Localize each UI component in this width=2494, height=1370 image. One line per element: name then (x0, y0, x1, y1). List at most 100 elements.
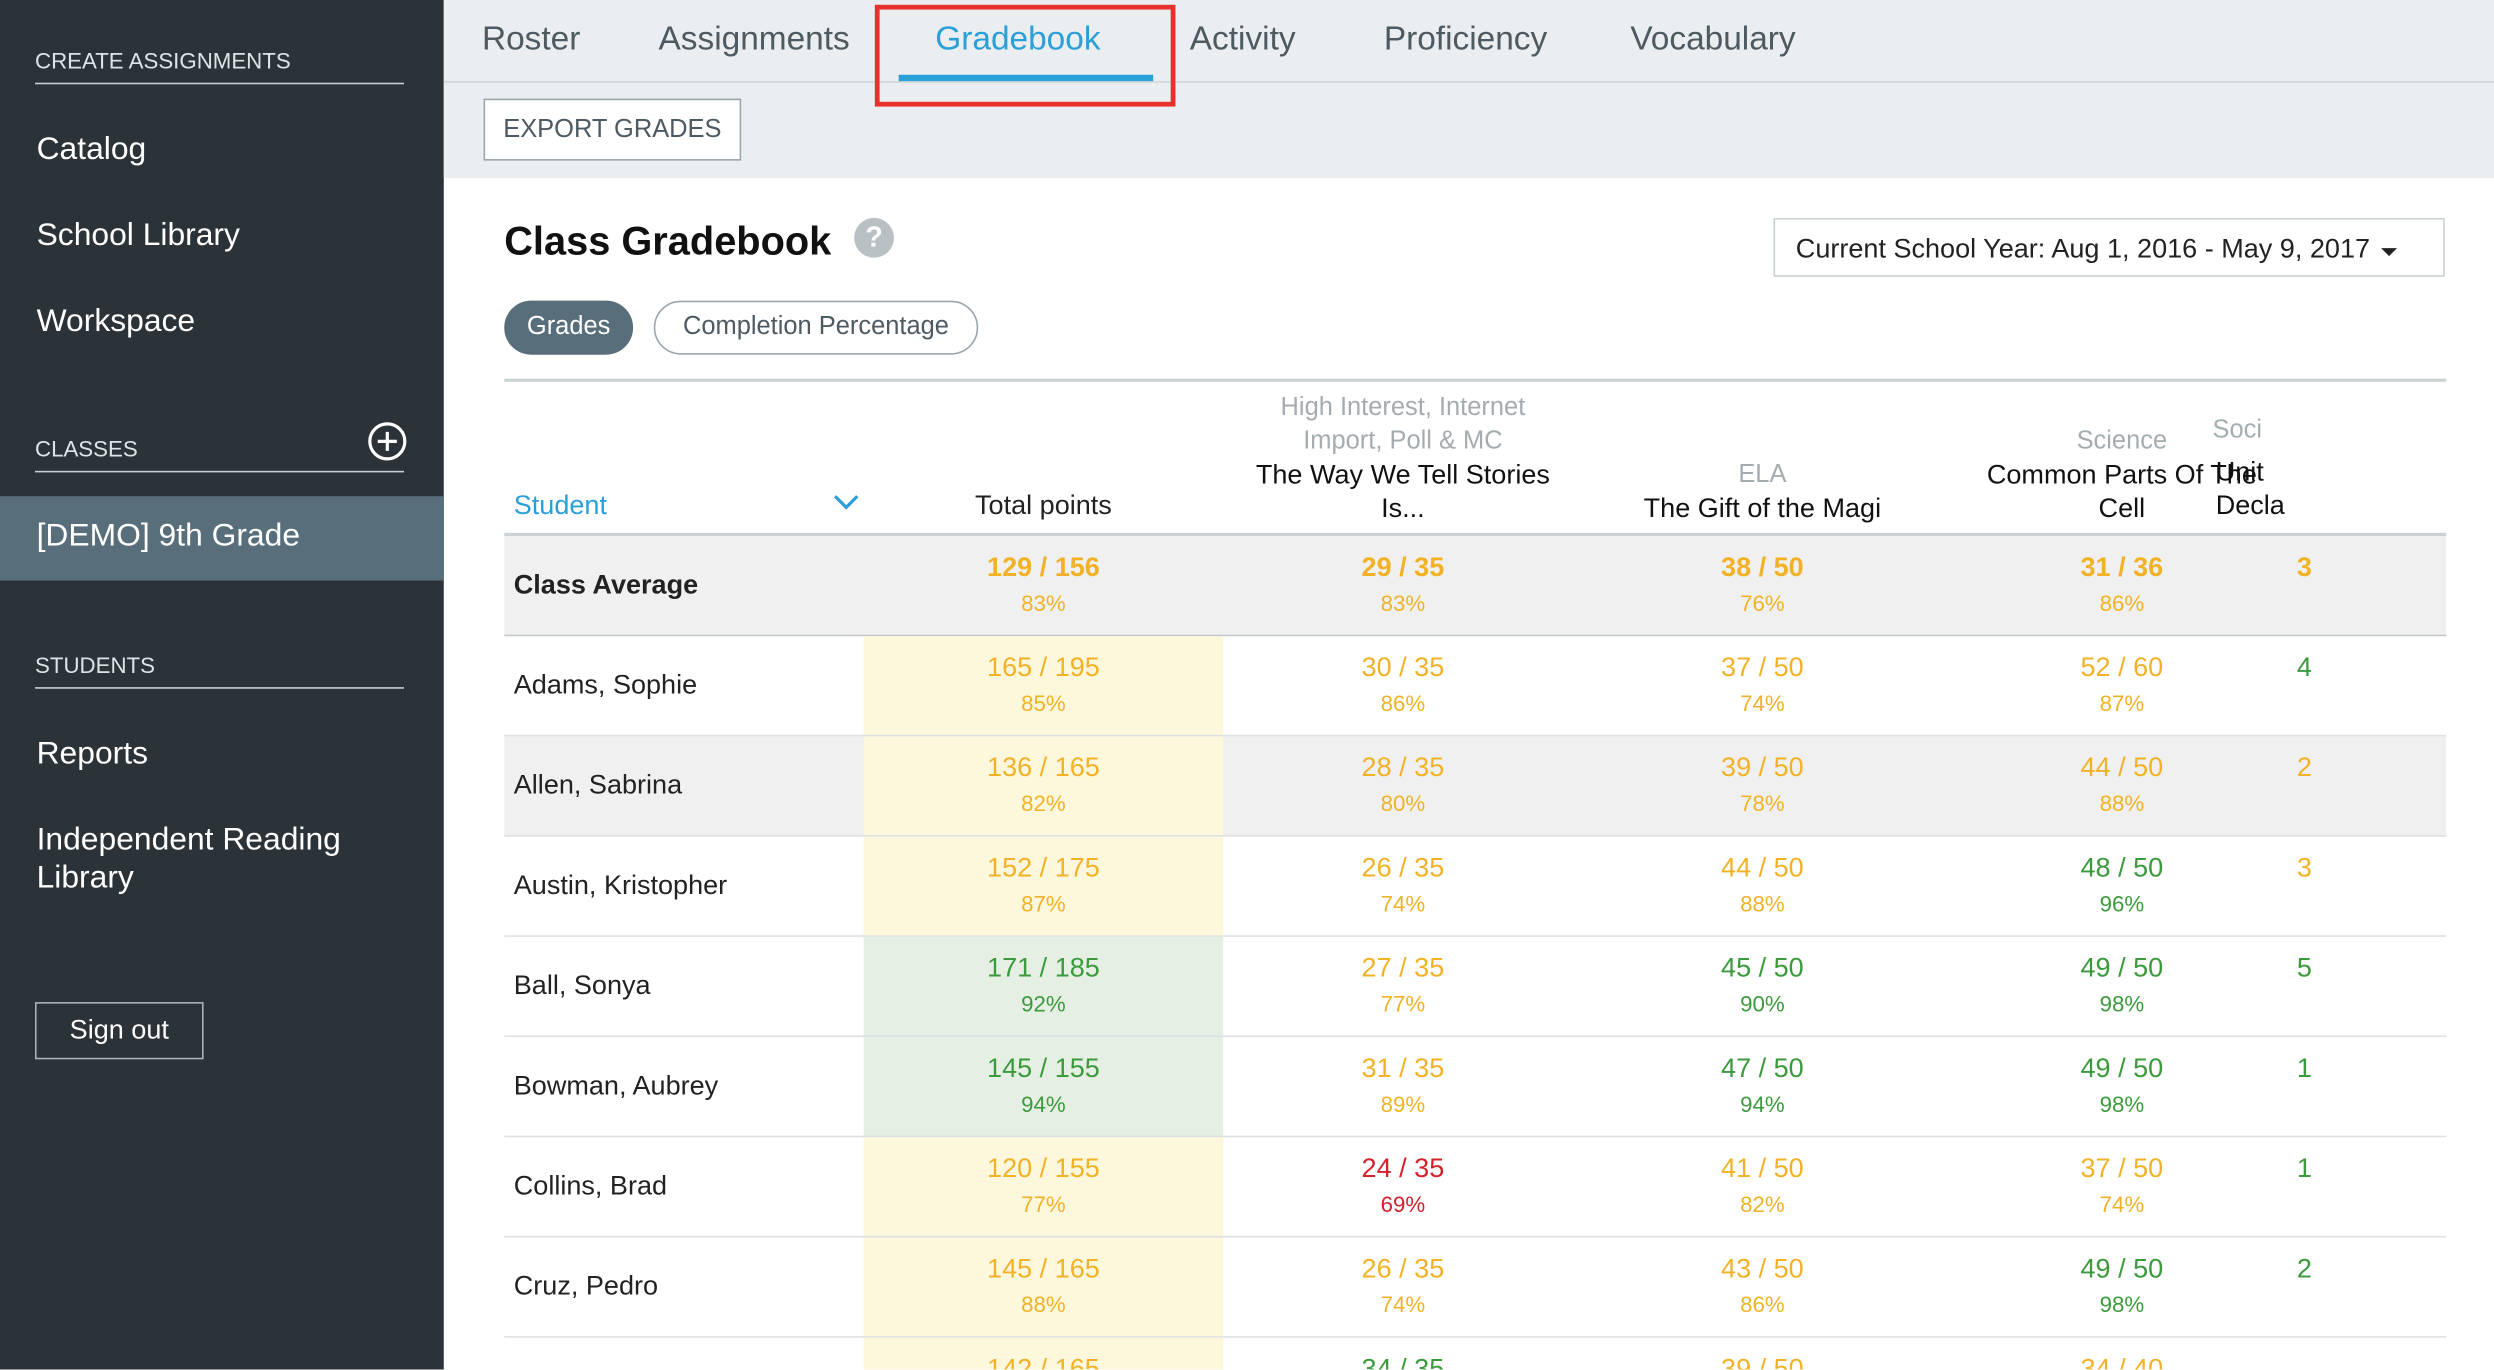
grade-cell[interactable]: 34 / 35 (1223, 1338, 1582, 1370)
tab[interactable]: Vocabulary (1630, 20, 1796, 58)
score: 145 / 165 (987, 1253, 1100, 1284)
student-row[interactable]: 142 / 165 34 / 35 39 / 50 34 / 40 (504, 1337, 2446, 1370)
assignment-header[interactable]: Soci Unit Decla (2213, 379, 2324, 535)
view-toggle[interactable]: Grades (504, 300, 634, 355)
export-button[interactable]: EXPORT GRADES (483, 98, 742, 161)
assignment-header[interactable]: High Interest, Internet Import, Poll & M… (1223, 379, 1582, 535)
grade-cell[interactable]: 136 / 165 82% (863, 736, 1224, 837)
grade-cell[interactable]: 1 (2297, 1037, 2345, 1137)
tab[interactable]: Proficiency (1383, 20, 1548, 58)
add-class-button[interactable] (367, 422, 407, 462)
grade-cell[interactable]: 26 / 35 74% (1223, 837, 1582, 937)
grade-cell[interactable]: 27 / 35 77% (1223, 937, 1582, 1037)
grade-cell[interactable]: 49 / 50 98% (1942, 1237, 2301, 1337)
assignment-title: The Way We Tell Stories Is... (1255, 459, 1550, 524)
nav-link[interactable]: Catalog (36, 132, 147, 168)
class-link[interactable]: [DEMO] 9th Grade (36, 518, 301, 554)
student-row[interactable]: Adams, Sophie 165 / 195 85% 30 / 35 86% 37 / … (504, 636, 2447, 737)
grade-cell[interactable]: 171 / 185 92% (863, 936, 1224, 1038)
grade-cell[interactable]: 45 / 50 90% (1583, 937, 1942, 1037)
score: 3 (2296, 551, 2312, 583)
tab[interactable]: Gradebook (935, 20, 1101, 58)
student-header[interactable]: Student (513, 489, 607, 521)
score: 165 / 195 (987, 652, 1100, 683)
grade-cell[interactable]: 26 / 35 74% (1223, 1237, 1582, 1337)
view-toggle[interactable]: Completion Percentage (653, 300, 979, 355)
sign-out-button[interactable]: Sign out (34, 1002, 204, 1060)
nav-link[interactable]: Workspace (36, 303, 196, 339)
grade-cell[interactable]: 165 / 195 85% (863, 636, 1224, 737)
student-row[interactable]: Bowman, Aubrey 145 / 155 94% 31 / 35 89% 47 /… (504, 1037, 2447, 1138)
student-row[interactable]: Cruz, Pedro 145 / 165 88% 26 / 35 74% 43 / 50… (504, 1237, 2447, 1338)
tab[interactable]: Assignments (658, 20, 850, 58)
grade-cell[interactable]: 39 / 50 (1583, 1338, 1942, 1370)
score: 142 / 165 (987, 1353, 1100, 1370)
grade-cell[interactable]: 37 / 50 74% (1583, 636, 1942, 736)
date-select[interactable]: Current School Year: Aug 1, 2016 - May 9… (1773, 217, 2445, 277)
percent: 82% (1740, 1191, 1785, 1217)
grade-cell[interactable]: 142 / 165 (863, 1337, 1224, 1370)
student-row[interactable]: Austin, Kristopher 152 / 175 87% 26 / 35 74%… (504, 836, 2447, 937)
percent: 98% (2099, 1291, 2145, 1318)
grade-cell[interactable]: 52 / 60 87% (1942, 636, 2301, 736)
nav-link[interactable]: School Library (36, 217, 240, 253)
grade-cell[interactable]: 3 (2297, 536, 2345, 636)
tab[interactable]: Activity (1189, 20, 1296, 58)
divider (34, 687, 405, 689)
grade-cell[interactable]: 24 / 35 69% (1223, 1137, 1582, 1237)
nav-link[interactable]: Independent Reading Library (36, 822, 341, 896)
grade-cell[interactable]: 49 / 50 98% (1942, 937, 2301, 1037)
grade-cell[interactable]: 44 / 50 88% (1942, 736, 2301, 836)
grade-cell[interactable]: 38 / 50 76% (1583, 536, 1942, 636)
grade-cell[interactable]: 152 / 175 87% (863, 836, 1224, 937)
grade-cell[interactable]: 34 / 40 (1942, 1338, 2301, 1370)
tab-rule (443, 81, 2494, 83)
nav-link[interactable]: Reports (36, 736, 148, 772)
grade-cell[interactable]: 47 / 50 94% (1583, 1037, 1942, 1137)
grade-cell[interactable]: 31 / 35 89% (1223, 1037, 1582, 1137)
grade-cell[interactable]: 49 / 50 98% (1942, 1037, 2301, 1137)
grade-cell[interactable]: 129 / 156 83% (864, 536, 1223, 636)
divider (34, 470, 405, 473)
help-icon[interactable]: ? (854, 217, 894, 258)
tab[interactable]: Roster (481, 20, 581, 58)
grade-cell[interactable]: 43 / 50 86% (1583, 1237, 1942, 1337)
sidebar: CREATE ASSIGNMENTS Catalog School Librar… (0, 0, 444, 1370)
grade-cell[interactable]: 29 / 35 83% (1223, 536, 1582, 636)
grade-cell[interactable]: 31 / 36 86% (1942, 536, 2301, 636)
grade-cell[interactable]: 145 / 155 94% (863, 1037, 1224, 1138)
grade-cell[interactable]: 120 / 155 77% (863, 1137, 1224, 1238)
score: 52 / 60 (2080, 652, 2164, 683)
grade-cell[interactable]: 5 (2297, 937, 2345, 1037)
assignment-header[interactable]: Science Common Parts Of The Cell (1942, 379, 2301, 535)
grade-cell[interactable]: 39 / 50 78% (1583, 736, 1942, 836)
score: 41 / 50 (1721, 1153, 1804, 1184)
grade-cell[interactable]: 30 / 35 86% (1223, 636, 1582, 736)
grade-cell[interactable]: 2 (2297, 736, 2345, 836)
grade-cell[interactable]: 4 (2297, 636, 2345, 736)
section-heading: CREATE ASSIGNMENTS (34, 47, 291, 74)
percent: 80% (1380, 790, 1426, 816)
grade-cell[interactable]: 145 / 165 88% (863, 1237, 1224, 1338)
student-row[interactable]: Collins, Brad 120 / 155 77% 24 / 35 69% 41 / … (504, 1137, 2447, 1238)
assignment-header[interactable]: ELA The Gift of the Magi (1583, 379, 1942, 535)
score: 136 / 165 (987, 752, 1100, 783)
grade-cell[interactable]: 2 (2297, 1237, 2345, 1337)
grade-cell[interactable]: 3 (2297, 837, 2345, 937)
grade-cell[interactable]: 1 (2297, 1137, 2345, 1237)
grade-cell[interactable]: 37 / 50 74% (1942, 1137, 2301, 1237)
percent: 76% (1740, 590, 1785, 616)
grade-cell[interactable]: 41 / 50 82% (1583, 1137, 1942, 1237)
row-rule (504, 634, 2447, 637)
score: 39 / 50 (1721, 1353, 1804, 1370)
selected-class[interactable] (0, 496, 444, 581)
percent: 98% (2099, 1091, 2145, 1117)
grade-cell[interactable]: 44 / 50 88% (1583, 837, 1942, 937)
score: 28 / 35 (1361, 752, 1445, 783)
grade-cell[interactable]: 28 / 35 80% (1223, 736, 1582, 836)
sort-chevron[interactable] (832, 493, 861, 512)
student-row[interactable]: Ball, Sonya 171 / 185 92% 27 / 35 77% 45 / 50… (504, 936, 2447, 1038)
score: 27 / 35 (1361, 952, 1445, 983)
grade-cell[interactable]: 48 / 50 96% (1942, 837, 2301, 937)
student-row[interactable]: Allen, Sabrina 136 / 165 82% 28 / 35 80% 39 /… (504, 736, 2447, 837)
